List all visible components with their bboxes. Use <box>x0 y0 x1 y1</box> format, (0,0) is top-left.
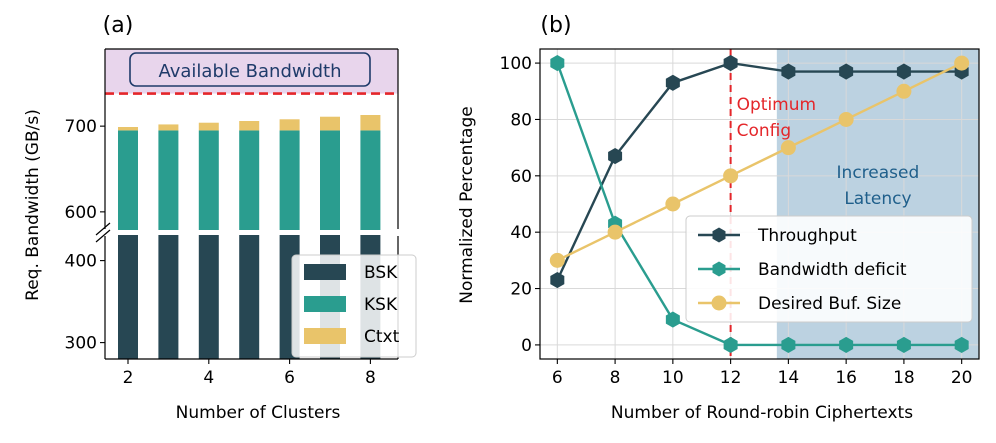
optimum-config-label-line2: Config <box>737 121 792 141</box>
panel-b-xlabel: Number of Round-robin Ciphertexts <box>611 403 913 423</box>
bar-ctxt-6 <box>279 119 300 131</box>
ytick-label: 80 <box>510 110 532 130</box>
legend-label-ksk: KSK <box>364 295 398 315</box>
panel-b-legend-frame <box>685 215 973 323</box>
legend-label-bandwidth-deficit: Bandwidth deficit <box>758 260 907 280</box>
ytick-label: 60 <box>510 167 532 187</box>
legend-label-desired-buf-size: Desired Buf. Size <box>758 294 901 314</box>
point-bandwidth-deficit-16 <box>839 336 854 353</box>
bar-bsk-4 <box>198 232 219 359</box>
point-throughput-18 <box>896 63 911 80</box>
bar-ctxt-3 <box>158 124 179 131</box>
xtick-label: 6 <box>552 368 563 388</box>
optimum-config-label-line1: Optimum <box>737 95 816 115</box>
bar-ksk-3 <box>158 130 179 233</box>
bar-ksk-7 <box>320 130 340 233</box>
point-throughput-12 <box>723 55 738 72</box>
legend-marker-bandwidth-deficit <box>712 261 726 277</box>
point-desired-buf-size-12 <box>723 168 739 184</box>
xtick-label: 14 <box>778 368 800 388</box>
point-bandwidth-deficit-6 <box>550 55 565 72</box>
bar-ksk-4 <box>198 130 219 233</box>
xtick-label: 8 <box>610 368 621 388</box>
increased-latency-label-line1: Increased <box>837 163 920 183</box>
bar-ctxt-2 <box>118 127 138 131</box>
ytick-label: 600 <box>65 203 97 223</box>
point-throughput-14 <box>781 63 796 80</box>
point-desired-buf-size-14 <box>780 140 796 156</box>
bar-ctxt-7 <box>320 116 340 131</box>
bar-ksk-8 <box>360 130 381 233</box>
xtick-label: 12 <box>720 368 742 388</box>
ytick-label: 300 <box>65 334 97 354</box>
xtick-label: 6 <box>284 368 295 388</box>
legend-swatch-ctxt <box>304 328 346 344</box>
break-mark-lower <box>95 229 111 243</box>
bar-bsk-5 <box>239 232 260 359</box>
available-bandwidth-label: Available Bandwidth <box>158 61 341 82</box>
panel-a-legend: BSK KSK Ctxt <box>291 254 417 358</box>
xtick-label: 18 <box>893 368 915 388</box>
bar-ctxt-5 <box>239 121 260 131</box>
xtick-label: 8 <box>365 368 376 388</box>
legend-swatch-bsk <box>304 264 346 280</box>
bar-ksk-6 <box>279 130 300 233</box>
bar-ctxt-8 <box>360 115 381 131</box>
xtick-label: 4 <box>203 368 214 388</box>
ytick-label: 100 <box>500 54 532 74</box>
panel-a-ylabel: Req. Bandwidth (GB/s) <box>23 109 43 301</box>
legend-label-bsk: BSK <box>364 263 398 283</box>
bar-ksk-2 <box>118 130 138 233</box>
panel-b-ylabel: Normalized Percentage <box>457 106 477 303</box>
point-throughput-6 <box>550 272 565 289</box>
point-desired-buf-size-10 <box>665 196 681 212</box>
bar-bsk-3 <box>158 232 179 359</box>
xtick-label: 10 <box>662 368 684 388</box>
point-bandwidth-deficit-20 <box>954 336 969 353</box>
ytick-label: 0 <box>521 336 532 356</box>
available-bandwidth-annotation: Available Bandwidth <box>129 52 371 87</box>
point-throughput-10 <box>665 74 680 91</box>
point-bandwidth-deficit-18 <box>896 336 911 353</box>
point-bandwidth-deficit-12 <box>723 336 738 353</box>
xtick-label: 20 <box>951 368 973 388</box>
panel-a-label: (a) <box>103 13 134 38</box>
point-desired-buf-size-20 <box>954 55 970 71</box>
increased-latency-label-line2: Latency <box>844 189 911 209</box>
ytick-label: 40 <box>510 223 532 243</box>
series-line-throughput <box>556 61 962 281</box>
legend-marker-desired-buf-size <box>711 295 727 311</box>
point-desired-buf-size-8 <box>607 224 623 240</box>
panel-a: Available Bandwidth 600 700 300 400 2 4 6 8 (a… <box>23 13 417 423</box>
point-desired-buf-size-18 <box>896 83 912 99</box>
ytick-label: 700 <box>65 117 97 137</box>
bar-ksk-5 <box>239 130 260 233</box>
panel-b-legend: Throughput Bandwidth deficit Desired Buf. … <box>685 215 973 323</box>
bar-ctxt-4 <box>198 122 219 131</box>
panel-a-xlabel: Number of Clusters <box>176 403 341 423</box>
point-desired-buf-size-6 <box>549 252 565 268</box>
panel-b-label: (b) <box>540 13 571 38</box>
panel-b: Increased Latency Optimum Config 0 20 40 60… <box>457 13 980 423</box>
legend-swatch-ksk <box>304 296 346 312</box>
axis-break-gap <box>106 230 397 235</box>
series-line-bandwidth-deficit <box>556 62 962 347</box>
ytick-label: 20 <box>510 280 532 300</box>
xtick-label: 16 <box>835 368 857 388</box>
point-bandwidth-deficit-10 <box>665 311 680 328</box>
ytick-label: 400 <box>65 252 97 272</box>
legend-marker-throughput <box>712 227 726 243</box>
series-line-desired-buf-size <box>556 62 963 262</box>
bar-bsk-2 <box>118 232 138 359</box>
legend-label-ctxt: Ctxt <box>364 327 400 347</box>
xtick-label: 2 <box>123 368 134 388</box>
panel-b-frame <box>539 48 980 360</box>
legend-label-throughput: Throughput <box>757 226 857 246</box>
point-desired-buf-size-16 <box>838 111 854 127</box>
point-bandwidth-deficit-14 <box>781 336 796 353</box>
break-mark-upper <box>95 222 111 236</box>
point-throughput-16 <box>839 63 854 80</box>
point-throughput-8 <box>608 148 623 165</box>
